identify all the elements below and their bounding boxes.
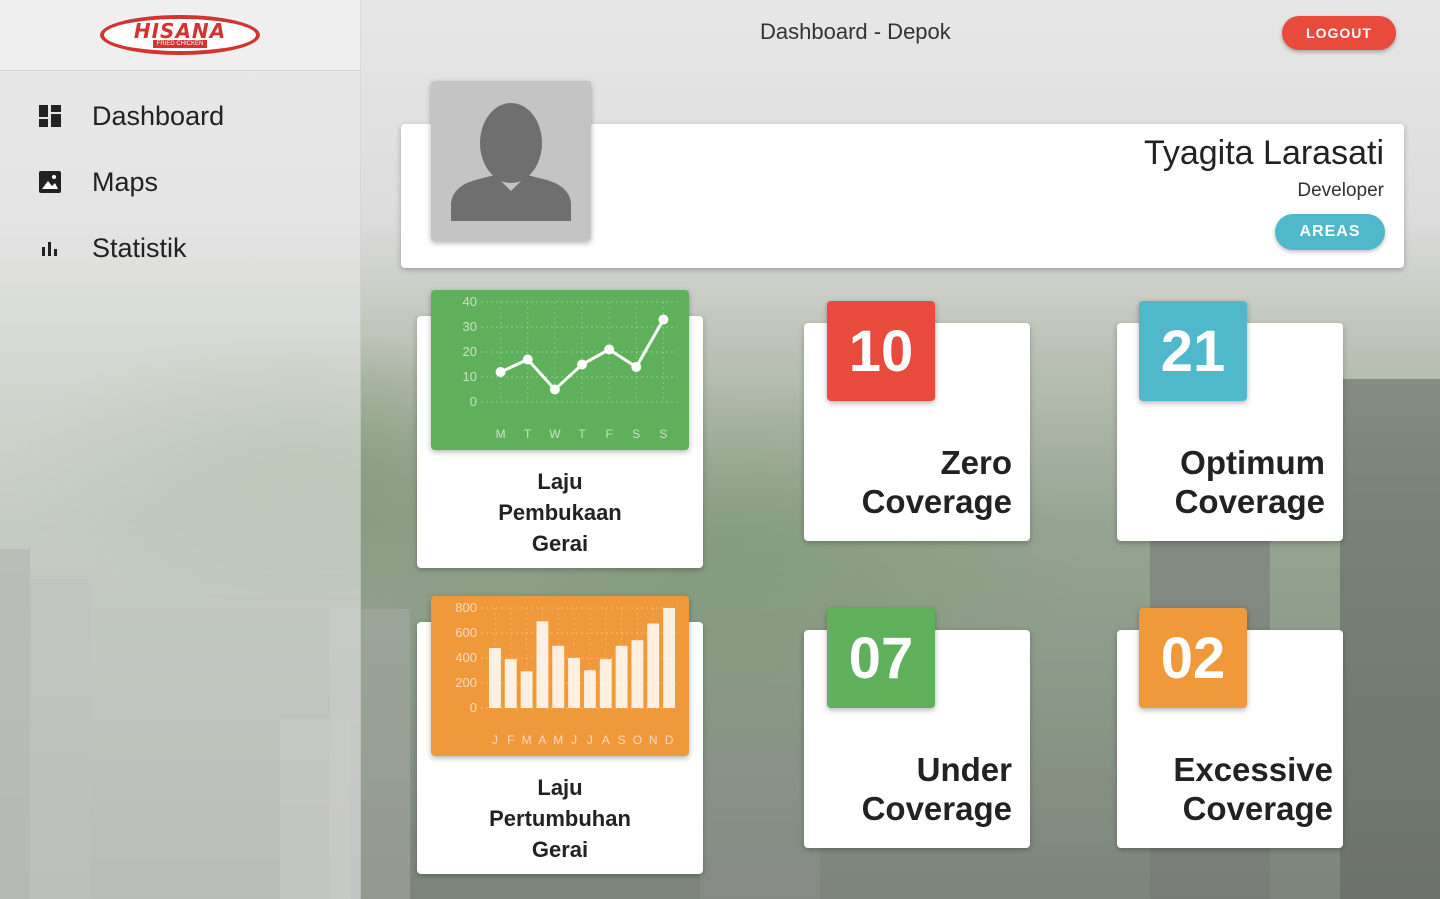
line-chart-panel: 40 30 20 10 0 M T W T F S S (431, 290, 689, 450)
sidebar-item-label: Statistik (92, 232, 187, 263)
sidebar: HISANA FRIED CHICKEN Dashboard Maps Stat… (0, 0, 361, 899)
x-tick-label: O (633, 733, 642, 747)
x-tick-label: A (602, 733, 610, 747)
x-tick-label: S (618, 733, 626, 747)
stat-label-line: Coverage (861, 790, 1012, 827)
x-tick-label: J (587, 733, 593, 747)
bar (599, 659, 612, 708)
bar-chart-panel: 800 600 400 200 0 J F M A M J J A S O N D (431, 596, 689, 756)
stat-number-excessive: 02 (1139, 608, 1247, 708)
stat-label-line: Coverage (861, 483, 1012, 520)
logo-text: HISANA (133, 19, 227, 43)
data-point (658, 314, 669, 325)
y-tick-label: 600 (455, 625, 477, 640)
logo-area: HISANA FRIED CHICKEN (0, 0, 360, 71)
y-tick-label: 0 (470, 394, 477, 409)
stat-label: Zero Coverage (862, 443, 1012, 521)
stat-label-line: Coverage (1182, 790, 1333, 827)
logout-button[interactable]: LOGOUT (1282, 16, 1396, 50)
bar-chart-icon (38, 236, 62, 260)
profile-role: Developer (1297, 180, 1384, 201)
x-tick-label: M (553, 733, 563, 747)
bar (504, 659, 517, 708)
y-tick-label: 30 (463, 319, 477, 334)
chart-label-line: Gerai (531, 531, 589, 556)
image-map-icon (38, 170, 62, 194)
stat-label: Under Coverage (862, 750, 1012, 828)
data-point (631, 362, 642, 372)
stat-label: Optimum Coverage (1175, 443, 1325, 521)
sidebar-item-statistik[interactable]: Statistik (0, 215, 360, 281)
x-tick-label: S (632, 427, 640, 441)
chart-label-pembukaan: Laju Pembukaan Gerai (417, 466, 703, 559)
y-tick-label: 20 (463, 344, 477, 359)
bar (520, 671, 533, 708)
x-tick-label: F (605, 427, 612, 441)
chart-label-line: Gerai (531, 837, 589, 862)
data-point (549, 384, 560, 395)
hisana-logo[interactable]: HISANA FRIED CHICKEN (100, 15, 260, 55)
bar (568, 658, 581, 708)
x-tick-label: D (665, 733, 674, 747)
areas-button[interactable]: AREAS (1275, 214, 1385, 250)
data-point (604, 344, 615, 355)
chart-label-line: Laju (537, 469, 583, 494)
bar (615, 645, 628, 708)
x-tick-label: F (507, 733, 514, 747)
chart-label-line: Pembukaan (498, 500, 622, 525)
stat-label-line: Optimum (1180, 444, 1325, 481)
bar (631, 640, 644, 708)
bar (552, 645, 565, 708)
stat-number-zero: 10 (827, 301, 935, 401)
x-tick-label: T (578, 427, 586, 441)
data-point (522, 354, 533, 365)
stat-number-under: 07 (827, 608, 935, 708)
x-tick-label: M (496, 427, 506, 441)
sidebar-nav: Dashboard Maps Statistik (0, 83, 360, 281)
logo-subtext: FRIED CHICKEN (152, 40, 208, 48)
user-silhouette-icon (451, 103, 571, 221)
dashboard-icon (38, 104, 62, 128)
data-point (495, 367, 506, 377)
stat-label: Excessive Coverage (1173, 750, 1333, 828)
x-tick-label: A (538, 733, 546, 747)
line-chart: 40 30 20 10 0 M T W T F S S (463, 294, 677, 441)
profile-name: Tyagita Larasati (1143, 134, 1384, 172)
page-title: Dashboard - Depok (760, 19, 951, 44)
chart-label-pertumbuhan: Laju Pertumbuhan Gerai (417, 772, 703, 865)
sidebar-item-maps[interactable]: Maps (0, 149, 360, 215)
x-tick-label: W (549, 427, 561, 441)
x-tick-label: M (522, 733, 532, 747)
bar (647, 623, 660, 708)
bar (663, 608, 676, 708)
stat-number-optimum: 21 (1139, 301, 1247, 401)
y-tick-label: 10 (463, 369, 477, 384)
sidebar-item-label: Dashboard (92, 100, 225, 131)
x-tick-label: S (659, 427, 667, 441)
bar (583, 670, 596, 708)
sidebar-item-label: Maps (92, 166, 159, 197)
avatar (431, 81, 591, 241)
data-point (577, 359, 587, 370)
chart-label-line: Pertumbuhan (489, 806, 631, 831)
bar (488, 648, 501, 708)
x-tick-label: J (492, 733, 498, 747)
stat-label-line: Under (916, 751, 1012, 788)
sidebar-item-dashboard[interactable]: Dashboard (0, 83, 360, 149)
y-tick-label: 40 (463, 294, 477, 309)
stat-label-line: Coverage (1174, 483, 1325, 520)
x-tick-label: N (649, 733, 658, 747)
y-tick-label: 800 (455, 600, 477, 615)
bar (536, 621, 549, 708)
stat-label-line: Excessive (1173, 751, 1333, 788)
x-tick-label: J (571, 733, 577, 747)
chart-label-line: Laju (537, 775, 583, 800)
x-tick-label: T (524, 427, 532, 441)
y-tick-label: 200 (455, 675, 477, 690)
y-tick-label: 400 (455, 650, 477, 665)
stat-label-line: Zero (940, 444, 1012, 481)
y-tick-label: 0 (470, 700, 477, 715)
